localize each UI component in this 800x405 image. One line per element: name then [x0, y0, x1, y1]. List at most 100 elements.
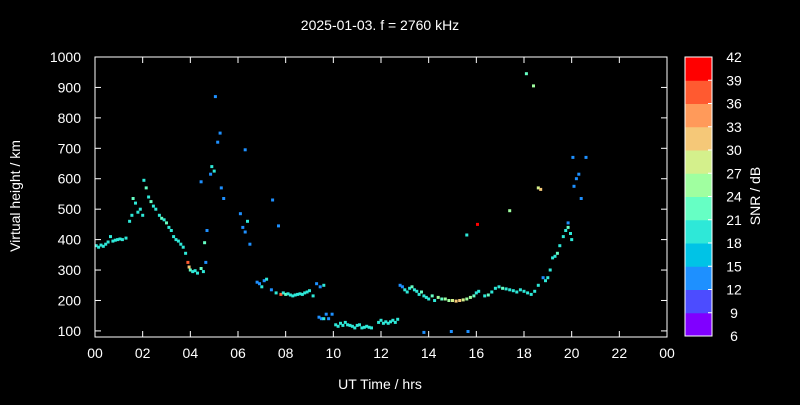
data-point [179, 242, 183, 246]
data-point [358, 323, 361, 327]
data-point [162, 218, 166, 222]
data-point [165, 221, 168, 225]
data-point [130, 213, 134, 217]
data-point [400, 285, 404, 289]
data-point [243, 148, 247, 152]
x-tick-label: 00 [87, 345, 103, 361]
data-point [577, 172, 581, 176]
data-point [449, 330, 453, 333]
data-point [142, 178, 146, 182]
data-point [367, 325, 371, 329]
data-point [381, 321, 385, 325]
data-point [169, 229, 173, 232]
data-point [410, 285, 414, 289]
data-point [396, 317, 400, 321]
data-point [222, 197, 226, 200]
data-point [274, 291, 278, 295]
data-point [116, 238, 120, 242]
y-axis-label: Virtual height / km [7, 140, 23, 252]
x-tick-label: 02 [135, 345, 151, 361]
colorbar-tick-label: 33 [726, 119, 742, 135]
data-point [113, 238, 117, 242]
data-point [408, 286, 412, 290]
data-point [412, 288, 416, 292]
data-point [138, 207, 142, 211]
data-point [327, 317, 331, 321]
data-point [515, 290, 519, 294]
colorbar-segment [685, 150, 712, 174]
data-point [141, 213, 145, 217]
data-point [546, 276, 550, 280]
data-point [541, 276, 545, 280]
y-axis: 100 200 300 400 500 600 700 800 900 1000 [50, 49, 667, 339]
data-point [296, 292, 300, 296]
data-point [536, 186, 540, 190]
y-tick-label: 400 [58, 232, 82, 248]
data-point [193, 269, 197, 273]
data-point [131, 197, 135, 200]
data-point [120, 238, 124, 242]
data-point [579, 197, 583, 200]
data-point [238, 212, 242, 216]
data-point [511, 289, 515, 293]
colorbar-tick-label: 39 [726, 72, 742, 88]
data-point [218, 131, 222, 135]
data-point [384, 320, 388, 324]
data-point [319, 317, 323, 321]
data-point [324, 312, 328, 316]
data-point [532, 84, 535, 88]
data-point [134, 201, 137, 205]
data-point [118, 237, 122, 241]
y-tick-label: 600 [58, 171, 82, 187]
data-point [181, 245, 185, 249]
data-point [422, 294, 426, 298]
data-point [213, 95, 217, 99]
data-point [454, 299, 458, 303]
data-point [493, 286, 497, 290]
colorbar-tick-label: 15 [726, 258, 742, 274]
data-point [572, 184, 576, 188]
colorbar-tick-label: 36 [726, 96, 742, 112]
data-point [422, 330, 426, 334]
data-point [298, 292, 302, 296]
y-tick-label: 800 [58, 110, 82, 126]
data-point [348, 323, 352, 327]
data-point [284, 292, 288, 296]
data-point [199, 267, 203, 270]
data-point [300, 292, 304, 296]
data-point [277, 224, 280, 228]
data-point [558, 244, 562, 248]
data-point [101, 244, 105, 248]
data-point [186, 260, 190, 264]
data-point [94, 244, 98, 248]
data-point [99, 243, 103, 247]
data-point [440, 297, 444, 301]
data-point [147, 195, 151, 199]
y-tick-label: 200 [58, 292, 82, 308]
data-point [318, 285, 322, 289]
data-point [571, 155, 575, 159]
data-point [174, 238, 178, 242]
data-point [106, 240, 110, 244]
data-point [466, 330, 470, 333]
data-point [360, 326, 364, 330]
data-point [447, 299, 451, 302]
data-point [526, 291, 530, 295]
data-point [477, 289, 481, 293]
x-axis-label: UT Time / hrs [338, 376, 422, 392]
data-point [291, 294, 295, 298]
colorbar-segment [685, 289, 712, 314]
data-point [501, 286, 505, 290]
data-point [322, 317, 326, 321]
y-tick-label: 300 [58, 262, 82, 278]
x-tick-label: 04 [183, 345, 199, 361]
data-point [286, 292, 290, 296]
colorbar-label: SNR / dB [747, 167, 763, 225]
colorbar-tick-label: 18 [726, 235, 742, 251]
data-point [524, 72, 528, 76]
colorbar: 6 9 12 15 18 21 24 27 30 33 36 39 42 [684, 49, 742, 344]
data-point [322, 283, 326, 287]
data-point [160, 216, 164, 220]
x-tick-label: 08 [278, 345, 294, 361]
data-point [398, 283, 402, 287]
